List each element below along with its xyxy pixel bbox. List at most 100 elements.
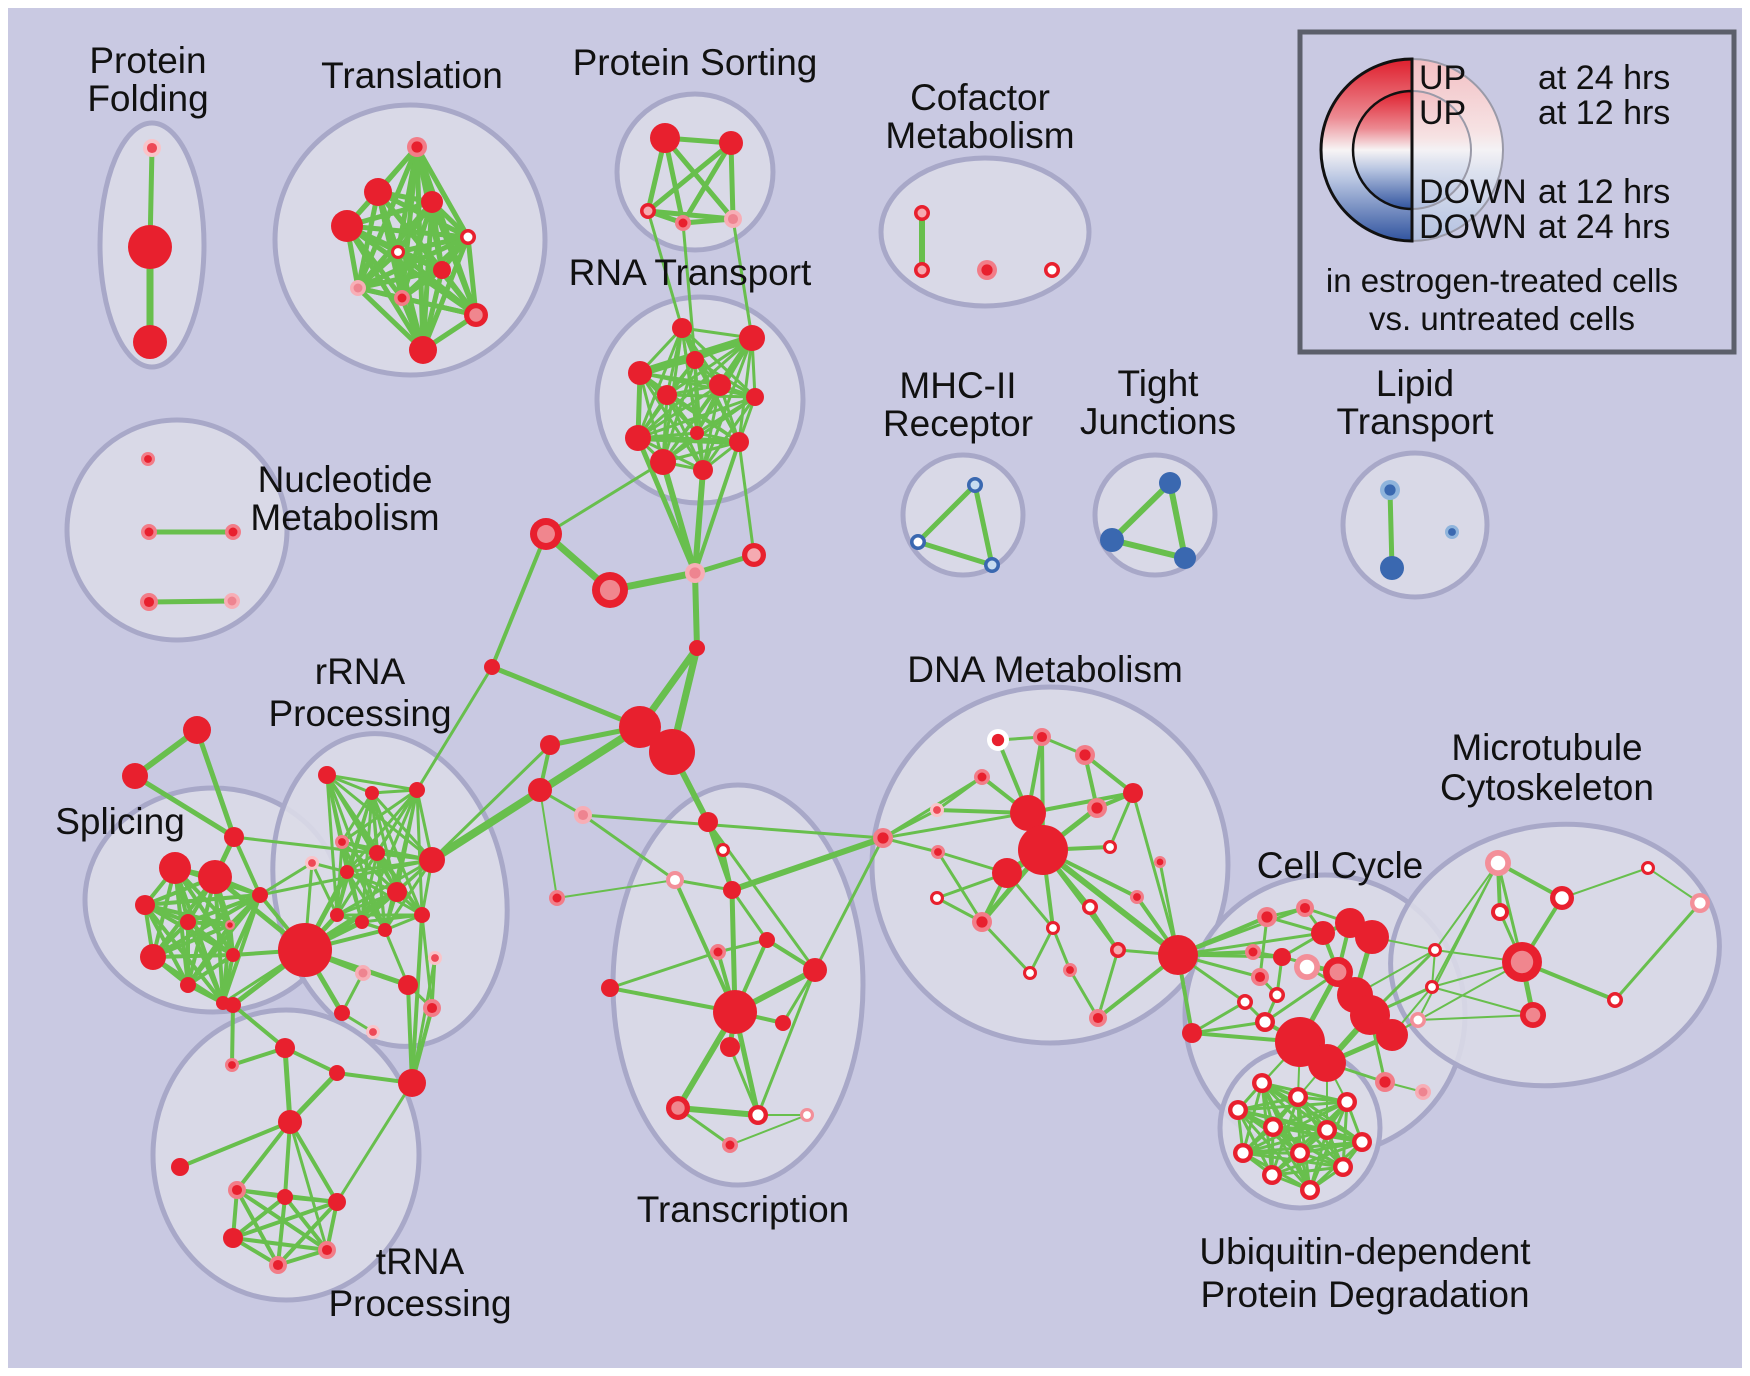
label-protein-sorting: Protein Sorting: [573, 42, 818, 83]
edge: [1241, 1128, 1329, 1155]
node-cc2: [1296, 899, 1314, 917]
edge: [1131, 791, 1180, 957]
label-mhc-ii-receptor: MHC-II Receptor: [883, 365, 1033, 444]
edge: [340, 788, 419, 844]
node-rn9: [690, 426, 704, 440]
node-cc13: [1255, 1012, 1275, 1032]
node-tx6: [720, 1037, 740, 1057]
node-sp6: [252, 887, 268, 903]
node-cc11: [1269, 987, 1285, 1003]
edge: [980, 920, 1032, 975]
node-hub2: [649, 729, 695, 775]
node-dm13: [1154, 856, 1166, 868]
edge: [1298, 1140, 1364, 1155]
node-tj2: [1100, 528, 1124, 552]
edge: [490, 532, 548, 669]
node-tx1: [601, 979, 619, 997]
node-cc8: [1294, 954, 1320, 980]
edge: [1417, 1014, 1534, 1021]
edge: [465, 234, 479, 318]
edge: [731, 217, 754, 340]
edge: [701, 395, 757, 472]
node-wx2: [484, 659, 500, 675]
cluster-tight-junctions: [1092, 452, 1218, 578]
edge: [662, 135, 736, 222]
edge: [288, 1120, 339, 1204]
node-lp2: [1380, 556, 1404, 580]
edge: [680, 140, 734, 226]
node-cc16: [1376, 1019, 1408, 1051]
node-ps1: [650, 123, 680, 153]
edge: [288, 1120, 329, 1252]
edge: [221, 953, 235, 1005]
node-dm21: [1063, 963, 1077, 977]
node-ub10: [1333, 1157, 1353, 1177]
node-bb2: [528, 778, 552, 802]
node-cf2: [914, 262, 930, 278]
node-mt2: [1550, 886, 1574, 910]
node-ps3: [640, 203, 656, 219]
edge: [1258, 915, 1269, 979]
edge: [186, 893, 262, 924]
node-tx5: [775, 1015, 791, 1031]
edge: [1068, 968, 1100, 1020]
edge: [221, 893, 262, 1005]
node-sp4: [180, 914, 196, 930]
legend-row-label-0: UP: [1419, 59, 1466, 97]
edge: [232, 835, 262, 897]
edge: [344, 223, 471, 240]
legend-row-time-2: at 12 hrs: [1538, 173, 1670, 211]
node-cc5: [1355, 920, 1389, 954]
node-cc10: [1251, 968, 1269, 986]
edge: [756, 968, 817, 1117]
node-ps5: [724, 210, 742, 228]
edge: [660, 459, 698, 576]
node-tx9: [800, 1108, 814, 1122]
edge: [729, 1114, 808, 1146]
label-cell-cycle: Cell Cycle: [1257, 845, 1424, 886]
node-cf3: [977, 260, 997, 280]
node-rn4: [686, 351, 704, 369]
node-dm0: [873, 828, 893, 848]
node-tn1: [225, 997, 241, 1013]
node-layer: [122, 123, 1710, 1274]
node-mt9: [1410, 1012, 1426, 1028]
node-dm3: [1075, 745, 1095, 765]
node-rn1: [672, 318, 692, 338]
node-tn10: [269, 1256, 287, 1274]
edge: [716, 938, 769, 954]
node-cc18: [1415, 1084, 1431, 1100]
node-rr3: [409, 782, 425, 798]
node-rr8: [419, 847, 445, 873]
edge: [360, 913, 424, 924]
node-tx10: [722, 1137, 738, 1153]
edge: [608, 950, 720, 990]
node-rr11: [330, 908, 344, 922]
legend-row-label-3: DOWN: [1419, 208, 1527, 246]
edge: [1431, 986, 1534, 1016]
node-tn5: [228, 1181, 246, 1199]
label-layer: Protein Folding Translation Protein Sorting…: [55, 40, 1654, 1324]
node-wa1: [685, 563, 705, 583]
node-rr19: [334, 1005, 350, 1021]
edge: [355, 267, 445, 291]
label-translation: Translation: [321, 55, 503, 96]
edge: [335, 858, 434, 917]
edge: [231, 1200, 339, 1240]
cluster-lipid-transport: [1340, 450, 1490, 600]
edge: [1109, 480, 1173, 543]
label-transcription: Transcription: [637, 1189, 849, 1230]
node-ub11: [1262, 1165, 1282, 1185]
edge: [186, 953, 235, 987]
edge: [231, 1003, 287, 1050]
node-dm4: [974, 769, 990, 785]
edge: [1028, 926, 1055, 975]
node-pf2: [128, 225, 172, 269]
edge: [489, 664, 643, 730]
node-rn10: [729, 432, 749, 452]
edge: [665, 393, 757, 399]
node-mt11: [1690, 893, 1710, 913]
node-tni: [171, 1158, 189, 1176]
edge: [415, 788, 424, 917]
edge: [383, 788, 419, 932]
